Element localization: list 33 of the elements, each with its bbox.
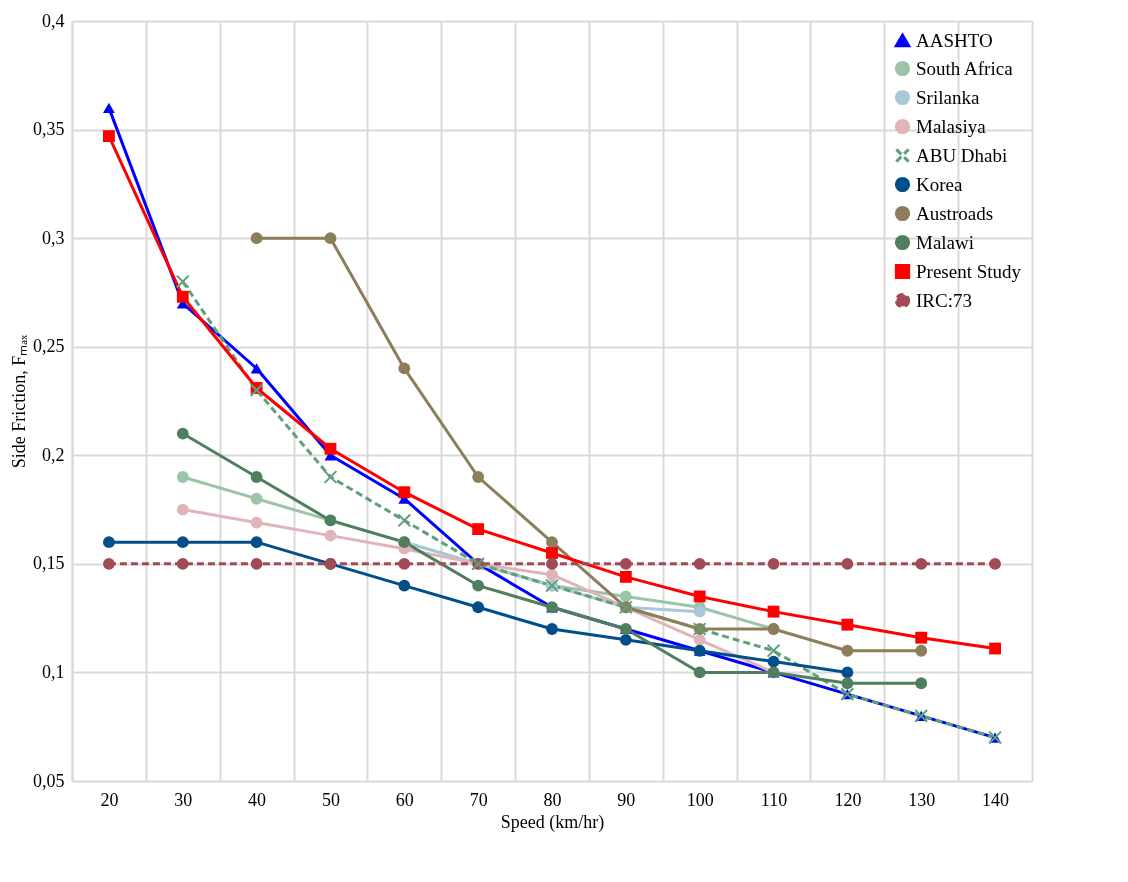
x-tick-label: 20 [100, 789, 119, 810]
y-tick-label: 0,35 [33, 119, 65, 140]
x-tick-label: 140 [982, 789, 1010, 810]
y-tick-label: 0,25 [33, 336, 65, 357]
y-axis-title: Side Friction, Fₘₐₓ [9, 333, 29, 469]
y-tick-label: 0,4 [42, 10, 65, 31]
x-tick-label: 60 [395, 789, 414, 810]
legend-label: IRC:73 [916, 289, 972, 311]
x-axis-title: Speed (km/hr) [500, 811, 605, 833]
legend-label: Present Study [916, 260, 1022, 282]
x-tick-label: 110 [760, 789, 788, 810]
legend-label: Malasiya [916, 115, 987, 137]
x-tick-label: 50 [321, 789, 340, 810]
y-tick-label: 0,15 [33, 553, 65, 574]
legend-label: South Africa [916, 57, 1014, 79]
x-tick-label: 80 [543, 789, 562, 810]
x-tick-label: 120 [834, 789, 862, 810]
legend-label: AASHTO [916, 29, 993, 51]
legend-label: ABU Dhabi [916, 144, 1008, 166]
x-tick-label: 130 [908, 789, 936, 810]
y-tick-label: 0,3 [42, 227, 65, 248]
legend-label: Srilanka [916, 86, 980, 108]
y-tick-label: 0,05 [33, 770, 65, 791]
legend-label: Austroads [916, 202, 994, 224]
x-tick-label: 90 [617, 789, 636, 810]
x-tick-label: 30 [174, 789, 193, 810]
legend-label: Korea [916, 173, 963, 195]
x-tick-label: 40 [248, 789, 267, 810]
x-tick-label: 100 [686, 789, 714, 810]
y-tick-label: 0,1 [42, 661, 65, 682]
x-tick-label: 70 [469, 789, 488, 810]
y-tick-label: 0,2 [42, 444, 65, 465]
legend-label: Malawi [916, 231, 975, 253]
